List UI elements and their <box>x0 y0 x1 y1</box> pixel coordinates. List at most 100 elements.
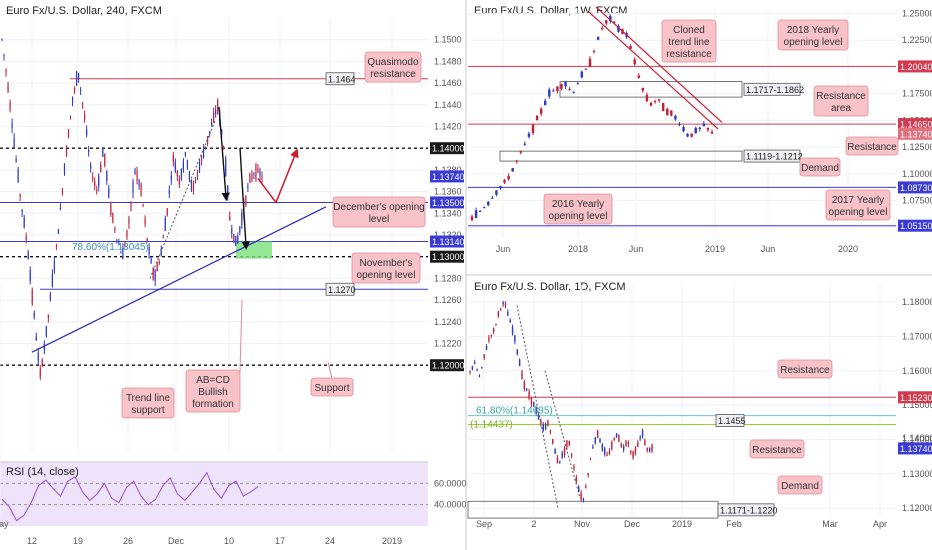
d1-zone-tag-text: 1.1171-1.1220 <box>720 505 777 515</box>
d1-candle <box>637 442 639 447</box>
h4-candle <box>186 160 189 169</box>
h4-x-tick-label: 10 <box>224 536 234 546</box>
w1-zone-tag <box>743 149 801 163</box>
h4-candle <box>247 185 249 189</box>
w1-y-tick-label: 1.07500 <box>902 196 932 206</box>
h4-candle <box>229 215 231 221</box>
d1-candle <box>627 442 630 445</box>
d1-callout-box <box>749 439 805 459</box>
d1-candle <box>483 354 485 359</box>
d1-candle <box>471 366 474 370</box>
w1-candle <box>633 59 636 65</box>
h4-candle <box>23 217 25 228</box>
h4-candle <box>233 234 235 243</box>
h4-price-label: 1.13140 <box>432 237 465 247</box>
d1-candle <box>568 441 570 446</box>
w1-candle <box>491 197 494 199</box>
d1-price-label: 1.15230 <box>900 393 932 403</box>
h4-candle <box>170 175 172 180</box>
w1-callout-box <box>813 85 869 117</box>
w1-price-label-box <box>898 219 932 232</box>
d1-price-label-box <box>898 391 932 404</box>
h4-candle <box>59 207 62 210</box>
w1-callout-text: area <box>831 103 851 114</box>
d1-candle <box>554 448 556 454</box>
h4-candle <box>100 164 102 172</box>
h4-callout-box <box>351 252 421 284</box>
h4-candle <box>118 243 120 245</box>
h4-y-tick-label: 1.1240 <box>434 317 462 327</box>
h4-candle <box>221 129 223 135</box>
d1-callout-text: Resistance <box>780 365 830 376</box>
d1-candle <box>589 459 592 461</box>
d1-candle <box>641 429 644 437</box>
w1-candle <box>592 51 596 53</box>
h4-candle <box>102 148 104 157</box>
h4-price-label: 1.13500 <box>432 198 465 208</box>
h4-price-label-box <box>430 235 464 248</box>
h4-candle <box>211 122 213 127</box>
h4-candle <box>208 131 211 133</box>
w1-candle <box>474 210 478 218</box>
h4-callout-text: formation <box>192 399 234 410</box>
d1-candle <box>509 319 511 323</box>
h4-candle <box>27 252 29 260</box>
d1-chart: 1.18000 1.17000 1.16000 1.15000 1.14000 1.130… <box>0 285 932 529</box>
d1-zone-tag-text: 1.1455 <box>718 416 746 426</box>
d1-candle <box>601 444 604 451</box>
w1-callout-text: 2017 Yearly <box>832 195 884 206</box>
h4-candle <box>182 160 184 171</box>
d1-candle <box>648 447 651 452</box>
d1-candle <box>476 369 478 371</box>
h4-trend-line <box>31 206 327 353</box>
h4-candle <box>251 174 253 181</box>
h4-y-tick-label: 1.1440 <box>434 100 462 110</box>
d1-candle <box>644 440 646 446</box>
h4-candle <box>194 180 197 183</box>
w1-candle <box>690 133 693 137</box>
w1-resistance-zone <box>559 81 743 98</box>
h4-candle <box>84 115 86 120</box>
d1-candle <box>556 457 559 464</box>
d1-candle <box>500 308 502 310</box>
h4-candle <box>35 336 37 341</box>
h4-callout-box <box>364 51 422 83</box>
h4-candle <box>13 138 15 148</box>
h4-callout-pointer <box>327 361 333 379</box>
w1-price-label: 1.20040 <box>900 62 932 72</box>
rsi-title: RSI (14, close) <box>6 466 79 478</box>
d1-callout-text: Demand <box>781 481 819 492</box>
w1-y-tick-label: 1.12500 <box>902 142 932 152</box>
h4-y-tick-label: 1.1280 <box>434 273 462 283</box>
h4-candle <box>174 161 176 173</box>
w1-candle <box>487 201 490 206</box>
h4-candle <box>223 148 225 150</box>
d1-candle <box>540 421 542 425</box>
h4-price-label-box <box>430 142 464 155</box>
h4-candle <box>245 195 247 206</box>
w1-candle <box>507 175 510 180</box>
h4-candle <box>166 208 168 215</box>
h4-x-tick-label: 17 <box>275 536 285 546</box>
d1-candle <box>575 476 578 482</box>
d1-candle <box>611 442 613 450</box>
h4-candle <box>192 182 195 191</box>
h4-candle <box>71 98 74 102</box>
h4-candle <box>237 235 239 244</box>
d1-level-label: (1.14437) <box>470 419 513 430</box>
w1-candle <box>588 58 592 67</box>
w1-x-tick-label: 2020 <box>838 244 858 254</box>
h4-price-label-box <box>430 250 464 263</box>
w1-callout-text: trend line <box>668 37 710 48</box>
d1-x-tick-label: Sep <box>476 519 492 529</box>
d1-candle <box>639 437 641 439</box>
h4-candle <box>63 164 66 175</box>
w1-callout-box <box>825 189 891 221</box>
d1-candle <box>559 460 561 463</box>
w1-candle <box>519 151 523 153</box>
h4-callout-box <box>185 369 241 413</box>
h4-chart: 1.15001.14801.14601.14401.14201.14001.13… <box>0 18 467 546</box>
w1-candle <box>527 133 531 137</box>
h4-title: Euro Fx/U.S. Dollar, 240, FXCM <box>6 5 162 17</box>
w1-candle <box>556 86 559 92</box>
